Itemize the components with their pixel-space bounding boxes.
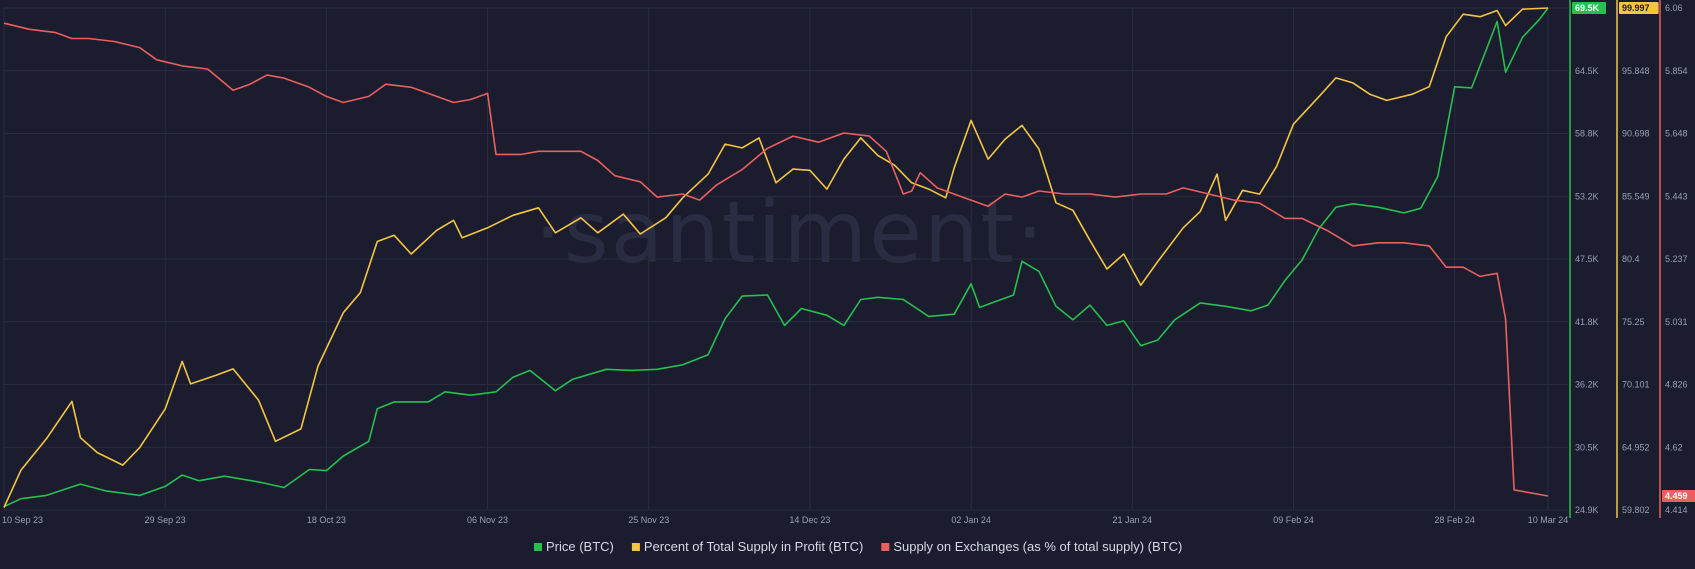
y-tick-label: 75.25 — [1622, 317, 1645, 327]
y-tick-label: 4.414 — [1665, 505, 1688, 515]
grid-lines — [3, 7, 1568, 511]
y-tick-label: 4.826 — [1665, 380, 1688, 390]
x-tick-label: 18 Oct 23 — [307, 515, 346, 525]
y-tick-label: 6.06 — [1665, 3, 1683, 13]
legend: Price (BTC) Percent of Total Supply in Pr… — [534, 539, 1182, 554]
x-tick-label: 29 Sep 23 — [145, 515, 186, 525]
y-tick-label: 5.648 — [1665, 129, 1688, 139]
y-tick-label: 70.101 — [1622, 380, 1650, 390]
x-tick-label: 14 Dec 23 — [789, 515, 830, 525]
y-tick-label: 24.9K — [1575, 505, 1599, 515]
axes-layer: 64.5K 58.8K 53.2K 47.5K 41.8K 36.2K 30.5K 24.9K… — [1569, 0, 1695, 518]
y-tick-label: 95.848 — [1622, 66, 1650, 76]
legend-item-0[interactable]: Price (BTC) — [534, 539, 614, 554]
legend-label: Supply on Exchanges (as % of total suppl… — [893, 539, 1182, 554]
legend-swatch — [881, 543, 890, 551]
y-tick-label: 5.443 — [1665, 191, 1688, 201]
y-tick-label: 59.802 — [1622, 505, 1650, 515]
y-tick-label: 90.698 — [1622, 129, 1650, 139]
y-tick-label: 5.237 — [1665, 254, 1688, 264]
current-value-badge-text: 99.997 — [1622, 3, 1650, 13]
y-tick-label: 85.549 — [1622, 191, 1650, 201]
y-tick-label: 80.4 — [1622, 254, 1640, 264]
current-value-badge — [1619, 2, 1659, 14]
legend-label: Percent of Total Supply in Profit (BTC) — [644, 539, 863, 554]
legend-swatch — [534, 543, 542, 551]
current-value-badge-text: 69.5K — [1575, 3, 1600, 13]
x-tick-label: 25 Nov 23 — [628, 515, 669, 525]
y-tick-label: 5.854 — [1665, 66, 1688, 76]
y-tick-label: 64.952 — [1622, 442, 1650, 452]
x-tick-label: 02 Jan 24 — [951, 515, 991, 525]
y-tick-label: 53.2K — [1575, 191, 1599, 201]
y-tick-label: 41.8K — [1575, 317, 1599, 327]
series-layer — [3, 7, 1549, 508]
x-tick-label: 10 Sep 23 — [2, 515, 43, 525]
santiment-watermark: ·santiment· — [534, 183, 1045, 283]
series-line-0[interactable] — [3, 7, 1549, 508]
x-tick-label: 06 Nov 23 — [467, 515, 508, 525]
legend-item-1[interactable]: Percent of Total Supply in Profit (BTC) — [631, 539, 863, 554]
x-tick-label: 28 Feb 24 — [1434, 515, 1475, 525]
y-tick-label: 47.5K — [1575, 254, 1599, 264]
x-axis-ticks: 10 Sep 23 29 Sep 23 18 Oct 23 06 Nov 23 25 N… — [2, 515, 1568, 525]
y-tick-label: 36.2K — [1575, 380, 1599, 390]
legend-label: Price (BTC) — [546, 539, 614, 554]
series-line-1[interactable] — [3, 7, 1549, 508]
x-tick-label: 09 Feb 24 — [1273, 515, 1314, 525]
y-tick-label: 4.62 — [1665, 442, 1683, 452]
x-tick-label: 10 Mar 24 — [1528, 515, 1569, 525]
y-tick-label: 64.5K — [1575, 66, 1599, 76]
y-tick-label: 5.031 — [1665, 317, 1688, 327]
current-value-badge — [1662, 489, 1695, 502]
current-value-badge — [1572, 2, 1606, 14]
y-tick-label: 58.8K — [1575, 129, 1599, 139]
series-line-2[interactable] — [3, 22, 1549, 497]
x-tick-label: 21 Jan 24 — [1113, 515, 1153, 525]
y-tick-label: 30.5K — [1575, 442, 1599, 452]
legend-item-2[interactable]: Supply on Exchanges (as % of total suppl… — [881, 539, 1182, 554]
legend-swatch — [631, 543, 640, 551]
current-value-badge-text: 4.459 — [1665, 491, 1688, 501]
